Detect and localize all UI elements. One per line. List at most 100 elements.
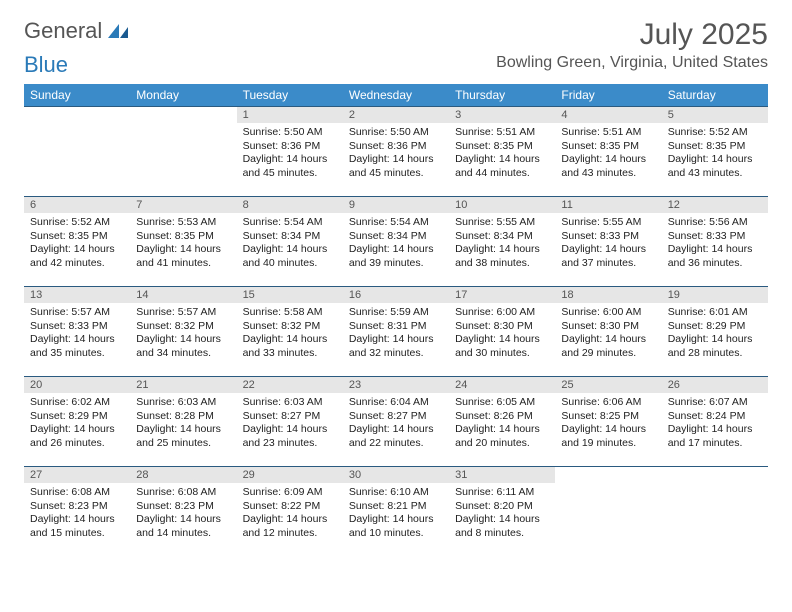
sunrise-text: Sunrise: 6:05 AM	[455, 396, 549, 410]
calendar-day-cell: 15 Sunrise: 5:58 AMSunset: 8:32 PMDayligh…	[237, 287, 343, 377]
daylight-text: Daylight: 14 hours and 33 minutes.	[243, 333, 337, 360]
calendar-week-row: 6Sunrise: 5:52 AMSunset: 8:35 PMDaylight…	[24, 197, 768, 287]
sunset-text: Sunset: 8:34 PM	[455, 230, 549, 244]
day-number: 31	[449, 467, 555, 483]
calendar-day-cell: 30Sunrise: 6:10 AMSunset: 8:21 PMDayligh…	[343, 467, 449, 557]
day-body: Sunrise: 5:54 AMSunset: 8:34 PMDaylight:…	[343, 213, 449, 277]
sunset-text: Sunset: 8:32 PM	[243, 320, 337, 334]
sunset-text: Sunset: 8:36 PM	[349, 140, 443, 154]
day-number: 15	[237, 287, 343, 303]
sunset-text: Sunset: 8:22 PM	[243, 500, 337, 514]
day-body: Sunrise: 6:03 AMSunset: 8:27 PMDaylight:…	[237, 393, 343, 457]
day-number: 26	[662, 377, 768, 393]
sunset-text: Sunset: 8:30 PM	[455, 320, 549, 334]
day-number: 21	[130, 377, 236, 393]
calendar-day-cell: 1Sunrise: 5:50 AMSunset: 8:36 PMDaylight…	[237, 107, 343, 197]
daylight-text: Daylight: 14 hours and 17 minutes.	[668, 423, 762, 450]
sunrise-text: Sunrise: 5:50 AM	[349, 126, 443, 140]
sunset-text: Sunset: 8:29 PM	[668, 320, 762, 334]
sunrise-text: Sunrise: 5:59 AM	[349, 306, 443, 320]
day-body: Sunrise: 6:09 AMSunset: 8:22 PMDaylight:…	[237, 483, 343, 547]
day-number: 25	[555, 377, 661, 393]
calendar-day-cell: 24Sunrise: 6:05 AMSunset: 8:26 PMDayligh…	[449, 377, 555, 467]
calendar-day-cell: 22Sunrise: 6:03 AMSunset: 8:27 PMDayligh…	[237, 377, 343, 467]
sunset-text: Sunset: 8:35 PM	[668, 140, 762, 154]
day-number: 18	[555, 287, 661, 303]
day-body: Sunrise: 6:06 AMSunset: 8:25 PMDaylight:…	[555, 393, 661, 457]
day-number: 1	[237, 107, 343, 123]
day-body: Sunrise: 6:01 AMSunset: 8:29 PMDaylight:…	[662, 303, 768, 367]
col-wednesday: Wednesday	[343, 84, 449, 107]
sunrise-text: Sunrise: 6:04 AM	[349, 396, 443, 410]
day-number: 16	[343, 287, 449, 303]
calendar-day-cell: 9Sunrise: 5:54 AMSunset: 8:34 PMDaylight…	[343, 197, 449, 287]
day-body: Sunrise: 5:59 AMSunset: 8:31 PMDaylight:…	[343, 303, 449, 367]
sunset-text: Sunset: 8:34 PM	[349, 230, 443, 244]
calendar-day-cell: 31Sunrise: 6:11 AMSunset: 8:20 PMDayligh…	[449, 467, 555, 557]
calendar-day-cell: 17Sunrise: 6:00 AMSunset: 8:30 PMDayligh…	[449, 287, 555, 377]
sunset-text: Sunset: 8:33 PM	[561, 230, 655, 244]
day-number: 23	[343, 377, 449, 393]
day-body: Sunrise: 6:03 AMSunset: 8:28 PMDaylight:…	[130, 393, 236, 457]
calendar-day-cell: 2Sunrise: 5:50 AMSunset: 8:36 PMDaylight…	[343, 107, 449, 197]
calendar-day-cell: 5Sunrise: 5:52 AMSunset: 8:35 PMDaylight…	[662, 107, 768, 197]
sunrise-text: Sunrise: 5:56 AM	[668, 216, 762, 230]
calendar-day-cell: 6Sunrise: 5:52 AMSunset: 8:35 PMDaylight…	[24, 197, 130, 287]
sunrise-text: Sunrise: 5:58 AM	[243, 306, 337, 320]
sunset-text: Sunset: 8:33 PM	[30, 320, 124, 334]
day-body: Sunrise: 5:52 AMSunset: 8:35 PMDaylight:…	[662, 123, 768, 187]
sunset-text: Sunset: 8:32 PM	[136, 320, 230, 334]
col-thursday: Thursday	[449, 84, 555, 107]
calendar-day-cell: 26Sunrise: 6:07 AMSunset: 8:24 PMDayligh…	[662, 377, 768, 467]
day-body: Sunrise: 5:53 AMSunset: 8:35 PMDaylight:…	[130, 213, 236, 277]
calendar-day-cell: 13Sunrise: 5:57 AMSunset: 8:33 PMDayligh…	[24, 287, 130, 377]
sunset-text: Sunset: 8:30 PM	[561, 320, 655, 334]
day-body: Sunrise: 5:55 AMSunset: 8:34 PMDaylight:…	[449, 213, 555, 277]
col-tuesday: Tuesday	[237, 84, 343, 107]
calendar-day-cell: 28Sunrise: 6:08 AMSunset: 8:23 PMDayligh…	[130, 467, 236, 557]
sunrise-text: Sunrise: 6:07 AM	[668, 396, 762, 410]
calendar-header-row: Sunday Monday Tuesday Wednesday Thursday…	[24, 84, 768, 107]
daylight-text: Daylight: 14 hours and 35 minutes.	[30, 333, 124, 360]
sunset-text: Sunset: 8:31 PM	[349, 320, 443, 334]
day-body: Sunrise: 5:55 AMSunset: 8:33 PMDaylight:…	[555, 213, 661, 277]
day-body: Sunrise: 5:51 AMSunset: 8:35 PMDaylight:…	[555, 123, 661, 187]
daylight-text: Daylight: 14 hours and 10 minutes.	[349, 513, 443, 540]
calendar-day-cell	[555, 467, 661, 557]
sunrise-text: Sunrise: 6:03 AM	[243, 396, 337, 410]
calendar-day-cell: 23Sunrise: 6:04 AMSunset: 8:27 PMDayligh…	[343, 377, 449, 467]
logo: General	[24, 18, 134, 44]
daylight-text: Daylight: 14 hours and 42 minutes.	[30, 243, 124, 270]
day-number: 5	[662, 107, 768, 123]
day-number: 11	[555, 197, 661, 213]
calendar-week-row: 20Sunrise: 6:02 AMSunset: 8:29 PMDayligh…	[24, 377, 768, 467]
logo-text-general: General	[24, 18, 102, 44]
day-number: 8	[237, 197, 343, 213]
daylight-text: Daylight: 14 hours and 43 minutes.	[668, 153, 762, 180]
calendar-day-cell: 16Sunrise: 5:59 AMSunset: 8:31 PMDayligh…	[343, 287, 449, 377]
location-text: Bowling Green, Virginia, United States	[496, 54, 768, 72]
sunrise-text: Sunrise: 5:52 AM	[30, 216, 124, 230]
col-monday: Monday	[130, 84, 236, 107]
calendar-day-cell: 25Sunrise: 6:06 AMSunset: 8:25 PMDayligh…	[555, 377, 661, 467]
sunrise-text: Sunrise: 6:10 AM	[349, 486, 443, 500]
sunset-text: Sunset: 8:29 PM	[30, 410, 124, 424]
sunrise-text: Sunrise: 6:06 AM	[561, 396, 655, 410]
calendar-day-cell	[662, 467, 768, 557]
day-number: 30	[343, 467, 449, 483]
day-number: 29	[237, 467, 343, 483]
calendar-day-cell: 18Sunrise: 6:00 AMSunset: 8:30 PMDayligh…	[555, 287, 661, 377]
sunset-text: Sunset: 8:27 PM	[243, 410, 337, 424]
daylight-text: Daylight: 14 hours and 39 minutes.	[349, 243, 443, 270]
day-number	[662, 467, 768, 471]
sunset-text: Sunset: 8:35 PM	[30, 230, 124, 244]
day-number: 9	[343, 197, 449, 213]
calendar-day-cell: 7Sunrise: 5:53 AMSunset: 8:35 PMDaylight…	[130, 197, 236, 287]
sunrise-text: Sunrise: 6:00 AM	[561, 306, 655, 320]
day-number: 27	[24, 467, 130, 483]
calendar-day-cell: 11Sunrise: 5:55 AMSunset: 8:33 PMDayligh…	[555, 197, 661, 287]
day-body: Sunrise: 5:50 AMSunset: 8:36 PMDaylight:…	[343, 123, 449, 187]
day-number	[555, 467, 661, 471]
daylight-text: Daylight: 14 hours and 40 minutes.	[243, 243, 337, 270]
daylight-text: Daylight: 14 hours and 32 minutes.	[349, 333, 443, 360]
